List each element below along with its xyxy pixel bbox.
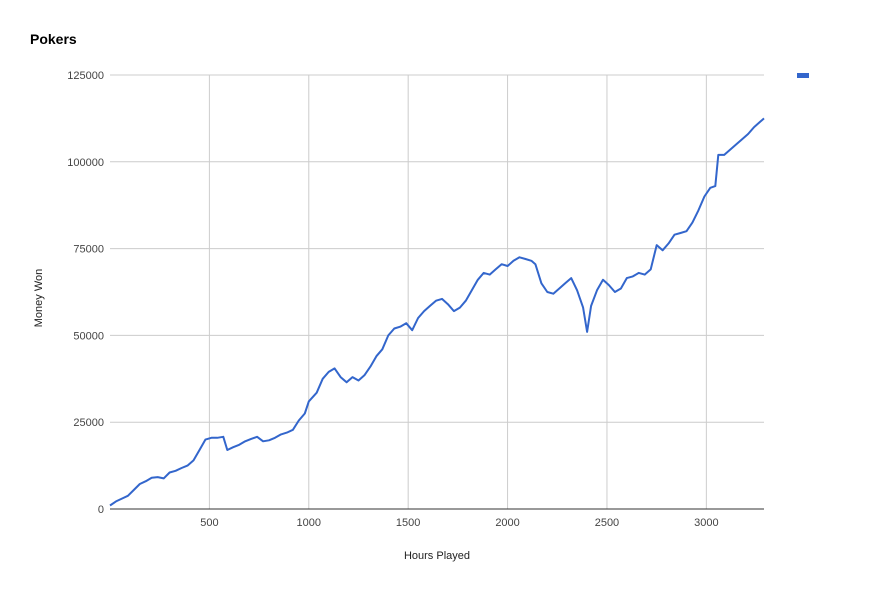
legend-marker	[797, 73, 809, 78]
y-tick-label: 0	[98, 504, 104, 516]
y-tick-label: 50000	[73, 330, 104, 342]
x-tick-label: 2500	[595, 517, 619, 529]
y-tick-label: 125000	[67, 70, 104, 82]
chart-title: Pokers	[30, 31, 77, 47]
y-tick-label: 25000	[73, 417, 104, 429]
x-tick-label: 2000	[495, 517, 519, 529]
x-axis-label: Hours Played	[404, 550, 470, 562]
series-line	[109, 117, 765, 507]
x-tick-label: 1500	[396, 517, 420, 529]
x-tick-label: 3000	[694, 517, 718, 529]
x-tick-label: 1000	[297, 517, 321, 529]
y-axis-label: Money Won	[33, 269, 45, 328]
x-tick-label: 500	[200, 517, 218, 529]
y-tick-label: 100000	[67, 157, 104, 169]
y-tick-label: 75000	[73, 244, 104, 256]
